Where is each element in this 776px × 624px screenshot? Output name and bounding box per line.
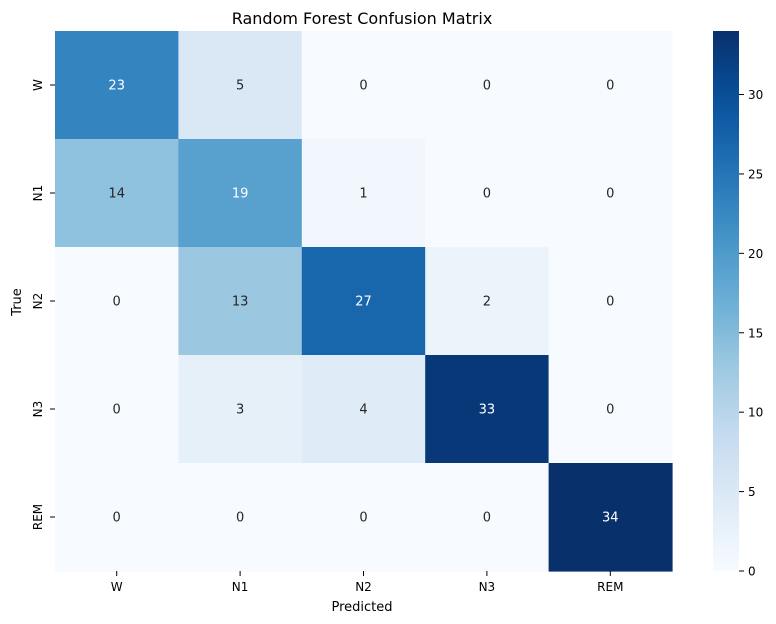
chart-title: Random Forest Confusion Matrix — [232, 9, 493, 28]
x-tick-label: W — [111, 580, 123, 594]
heatmap-cell — [425, 139, 550, 248]
heatmap-cell — [178, 355, 303, 464]
y-tick-label: N2 — [31, 293, 45, 310]
cell-value: 27 — [355, 295, 372, 310]
heatmap-cells — [55, 31, 673, 572]
heatmap-cell — [548, 31, 673, 140]
heatmap-cell — [425, 31, 550, 140]
colorbar-ticks: 0 5 10 15 20 25 30 — [739, 88, 763, 579]
y-axis: W N1 N2 N3 REM — [31, 79, 55, 530]
cell-value: 0 — [606, 403, 614, 418]
heatmap-cell — [425, 355, 550, 464]
colorbar-tick-label: 15 — [748, 326, 763, 340]
cell-value: 0 — [113, 295, 121, 310]
x-tick-label: N3 — [479, 580, 496, 594]
y-tick-label: N3 — [31, 401, 45, 418]
heatmap-cell — [55, 31, 179, 140]
colorbar — [713, 31, 739, 571]
cell-value: 0 — [113, 403, 121, 418]
heatmap-cell — [548, 463, 673, 572]
heatmap-cell — [548, 355, 673, 464]
cell-value: 0 — [483, 187, 491, 202]
cell-value: 3 — [236, 403, 244, 418]
colorbar-tick-label: 10 — [748, 406, 763, 420]
x-tick-label: N1 — [232, 580, 249, 594]
heatmap-cell — [425, 247, 550, 356]
heatmap-cell — [55, 247, 179, 356]
cell-value: 0 — [606, 295, 614, 310]
cell-value: 13 — [232, 295, 249, 310]
colorbar-tick-label: 30 — [748, 88, 763, 102]
cell-value: 0 — [236, 511, 244, 526]
cell-value: 19 — [232, 187, 249, 202]
heatmap-cell — [425, 463, 550, 572]
heatmap-cell — [301, 247, 426, 356]
cell-value: 0 — [606, 187, 614, 202]
heatmap-cell — [301, 463, 426, 572]
cell-value: 0 — [359, 79, 367, 94]
y-tick-label: N1 — [31, 185, 45, 202]
heatmap-cell — [301, 139, 426, 248]
heatmap-cell — [55, 139, 179, 248]
x-tick-label: N2 — [355, 580, 372, 594]
heatmap-cell — [548, 247, 673, 356]
cell-value: 0 — [113, 511, 121, 526]
x-tick-label: REM — [597, 580, 623, 594]
heatmap-cell — [178, 247, 303, 356]
cell-value: 34 — [602, 511, 619, 526]
cell-annotations: 23 5 0 0 014 19 1 0 00 13 27 2 00 3 4 33 00 0 0 0 34 — [108, 79, 618, 526]
cell-value: 4 — [359, 403, 367, 418]
heatmap-cell — [178, 139, 303, 248]
heatmap-cell — [178, 463, 303, 572]
cell-value: 33 — [479, 403, 496, 418]
y-tick-label: W — [31, 79, 45, 91]
cell-value: 23 — [108, 79, 125, 94]
cell-value: 0 — [606, 79, 614, 94]
cell-value: 2 — [483, 295, 491, 310]
cell-value: 5 — [236, 79, 244, 94]
heatmap-cell — [301, 355, 426, 464]
cell-value: 0 — [483, 79, 491, 94]
colorbar-tick-label: 20 — [748, 247, 763, 261]
x-axis-label: Predicted — [331, 600, 392, 615]
colorbar-tick-label: 0 — [748, 565, 756, 579]
heatmap-cell — [548, 139, 673, 248]
cell-value: 14 — [108, 187, 125, 202]
y-tick-label: REM — [31, 504, 45, 530]
heatmap-cell — [55, 463, 179, 572]
colorbar-tick-label: 5 — [748, 485, 756, 499]
cell-value: 1 — [359, 187, 367, 202]
y-axis-label: True — [10, 288, 25, 317]
x-axis: W N1 N2 N3 REM — [111, 571, 623, 594]
heatmap-cell — [55, 355, 179, 464]
heatmap-cell — [178, 31, 303, 140]
colorbar-tick-label: 25 — [748, 167, 763, 181]
heatmap-cell — [301, 31, 426, 140]
cell-value: 0 — [483, 511, 491, 526]
cell-value: 0 — [359, 511, 367, 526]
